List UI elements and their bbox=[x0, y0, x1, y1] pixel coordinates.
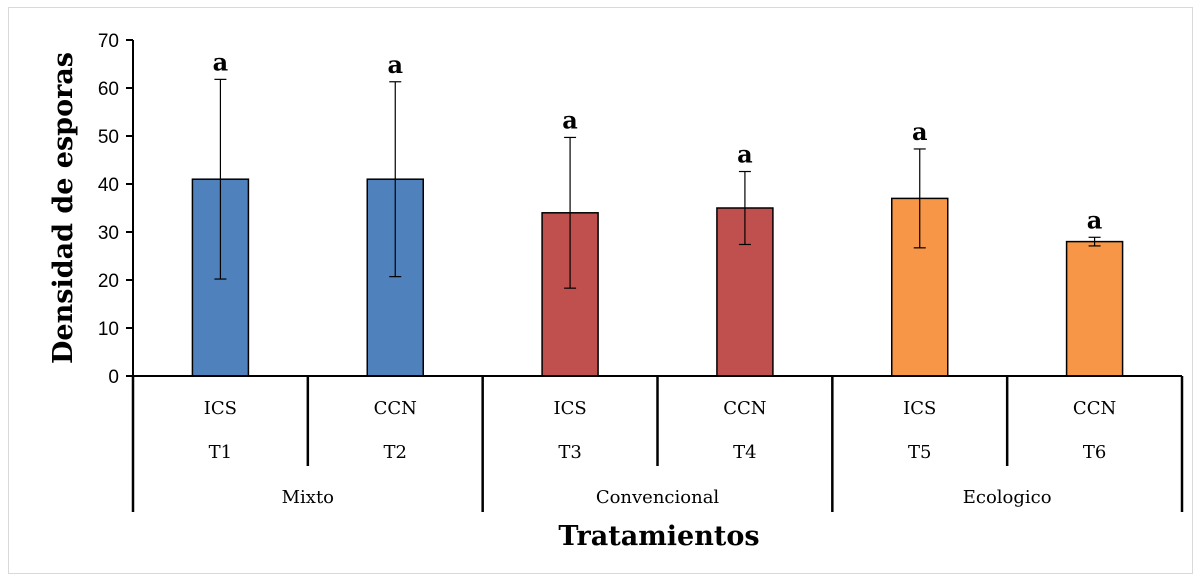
y-tick-label: 20 bbox=[98, 271, 119, 292]
significance-label: a bbox=[387, 50, 403, 79]
significance-label: a bbox=[1087, 205, 1103, 234]
treatment-label: T6 bbox=[1083, 442, 1106, 463]
bar bbox=[1065, 240, 1124, 377]
y-tick-label: 70 bbox=[98, 31, 119, 52]
treatment-label: T1 bbox=[209, 442, 232, 463]
group-label: Convencional bbox=[596, 487, 720, 508]
significance-labels: a a a a a a bbox=[213, 47, 1103, 234]
category-label: ICS bbox=[553, 398, 586, 419]
category-label: CCN bbox=[1073, 398, 1116, 419]
category-label: CCN bbox=[374, 398, 417, 419]
category-label: ICS bbox=[204, 398, 237, 419]
y-tick-label: 60 bbox=[98, 79, 119, 100]
category-label: CCN bbox=[723, 398, 766, 419]
y-tick-label: 50 bbox=[98, 127, 119, 148]
significance-label: a bbox=[562, 105, 578, 134]
error-bars bbox=[214, 78, 1101, 289]
bars bbox=[191, 178, 1124, 377]
category-label: ICS bbox=[903, 398, 936, 419]
y-axis: 0 10 20 30 40 50 60 70 bbox=[98, 31, 134, 388]
treatment-label: T3 bbox=[558, 442, 581, 463]
treatment-label: T5 bbox=[908, 442, 931, 463]
treatment-label: T2 bbox=[384, 442, 407, 463]
group-label: Mixto bbox=[282, 487, 334, 508]
y-tick-label: 10 bbox=[98, 319, 119, 340]
significance-label: a bbox=[213, 47, 229, 76]
x-axis: ICS T1 CCN T2 ICS T3 CCN T4 ICS T5 CCN T6 Mixto Conve… bbox=[131, 375, 1184, 512]
significance-label: a bbox=[737, 140, 753, 169]
y-tick-label: 0 bbox=[108, 367, 119, 388]
y-tick-label: 40 bbox=[98, 175, 119, 196]
significance-label: a bbox=[912, 117, 928, 146]
treatment-label: T4 bbox=[733, 442, 756, 463]
y-axis-title: Densidad de esporas bbox=[48, 52, 79, 364]
group-label: Ecologico bbox=[963, 487, 1052, 508]
x-axis-title: Tratamientos bbox=[558, 521, 759, 552]
y-tick-label: 30 bbox=[98, 223, 119, 244]
